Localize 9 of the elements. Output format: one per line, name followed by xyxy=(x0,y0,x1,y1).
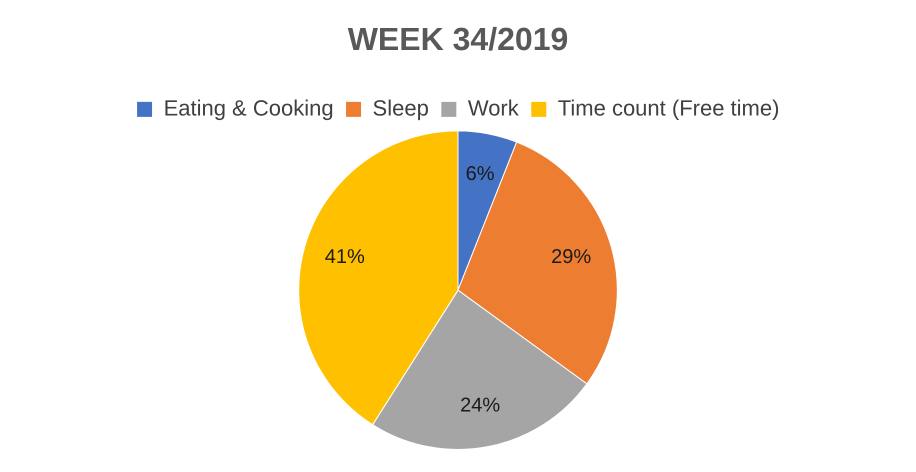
legend-label: Time count (Free time) xyxy=(558,95,780,120)
data-label: 41% xyxy=(324,246,366,268)
chart-title: WEEK 34/2019 xyxy=(348,21,568,58)
legend-label: Sleep xyxy=(372,95,429,120)
legend-label: Work xyxy=(468,95,520,120)
data-label: 24% xyxy=(460,394,500,417)
data-label: 29% xyxy=(551,246,592,268)
legend-label: Eating & Cooking xyxy=(164,95,334,120)
data-label: 6% xyxy=(466,162,495,185)
